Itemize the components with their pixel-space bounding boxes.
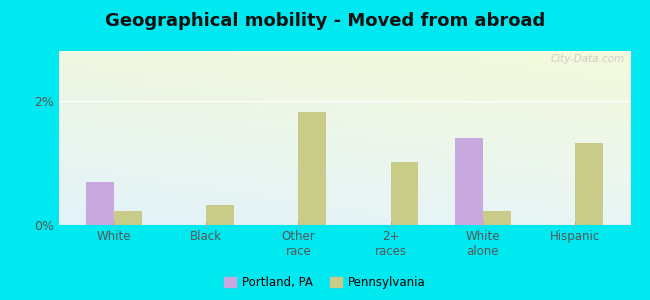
Bar bbox=[206, 205, 234, 225]
Text: Geographical mobility - Moved from abroad: Geographical mobility - Moved from abroa… bbox=[105, 12, 545, 30]
Legend: Portland, PA, Pennsylvania: Portland, PA, Pennsylvania bbox=[220, 272, 430, 294]
Text: City-Data.com: City-Data.com bbox=[551, 55, 625, 64]
Bar bbox=[455, 138, 483, 225]
Bar bbox=[298, 112, 326, 225]
Bar bbox=[575, 143, 603, 225]
Bar bbox=[86, 182, 114, 225]
Bar bbox=[483, 211, 510, 225]
Bar bbox=[391, 162, 419, 225]
Bar bbox=[114, 211, 142, 225]
